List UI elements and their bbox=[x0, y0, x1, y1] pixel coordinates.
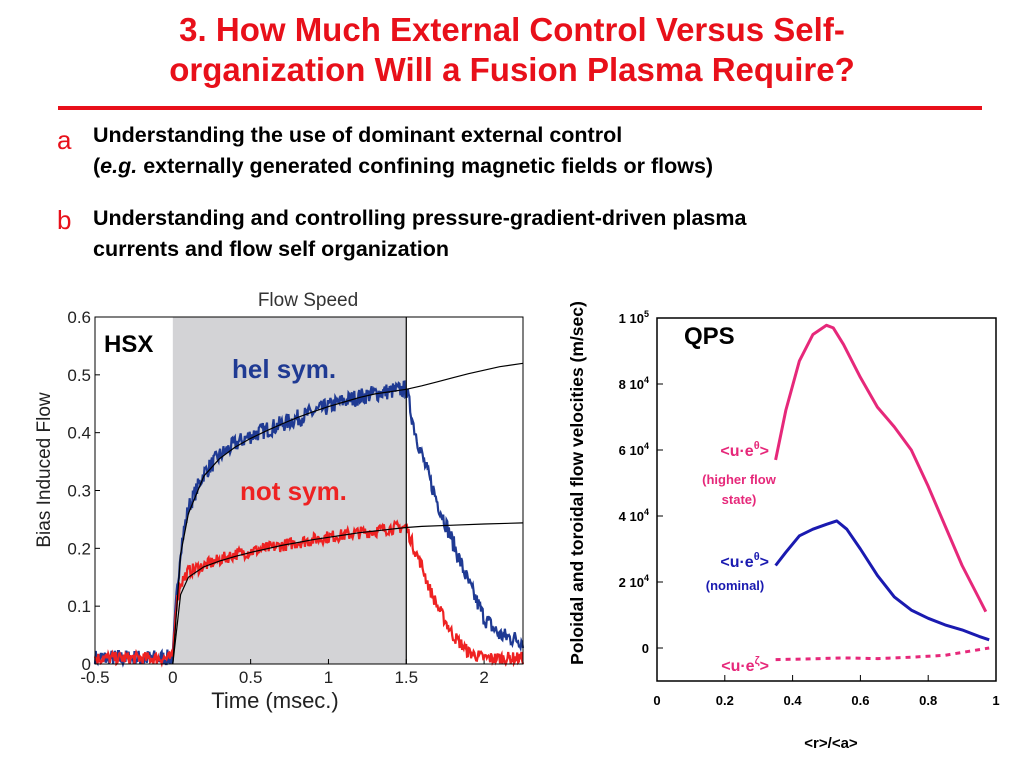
hsx-x-axis-label: Time (msec.) bbox=[211, 688, 339, 713]
bullet-a-eg: e.g. bbox=[100, 154, 138, 178]
hsx-x-tick-label: 2 bbox=[479, 668, 488, 687]
legend-higher-flow-note-1: (higher flow bbox=[702, 472, 777, 487]
legend-nominal-note: (nominal) bbox=[706, 578, 765, 593]
hsx-not-sym-fit bbox=[172, 522, 524, 665]
qps-y-tick-label: 8 104 bbox=[619, 375, 649, 392]
hsx-y-tick-label: 0.6 bbox=[67, 308, 91, 327]
qps-x-axis-label: <r>/<a> bbox=[804, 735, 858, 752]
hsx-device-label: HSX bbox=[104, 331, 153, 358]
hsx-y-tick-label: 0.1 bbox=[67, 597, 91, 616]
hsx-y-tick-label: 0.2 bbox=[67, 539, 91, 558]
title-line-2: organization Will a Fusion Plasma Requir… bbox=[169, 51, 855, 88]
hsx-y-axis-label: Bias Induced Flow bbox=[34, 392, 55, 548]
legend-higher-flow-note-2: state) bbox=[722, 492, 757, 507]
hsx-x-tick-label: 1.5 bbox=[394, 668, 418, 687]
slide-title: 3. How Much External Control Versus Self… bbox=[20, 10, 1004, 90]
bullet-b-line-1: Understanding and controlling pressure-g… bbox=[93, 206, 747, 230]
qps-plot-frame bbox=[656, 317, 997, 682]
bullet-a-rest: externally generated confining magnetic … bbox=[137, 154, 714, 178]
qps-device-label: QPS bbox=[684, 323, 735, 350]
hsx-y-tick-label: 0.4 bbox=[67, 424, 91, 443]
bullet-a-line-2: (e.g. externally generated confining mag… bbox=[93, 151, 713, 182]
hsx-bias-interval bbox=[172, 317, 407, 664]
qps-u-ezeta-curve bbox=[775, 646, 990, 662]
bullet-marker-b: b bbox=[57, 205, 72, 235]
bullet-marker-a: a bbox=[57, 125, 72, 155]
legend-u-etheta-high: <u·eθ> bbox=[720, 440, 769, 460]
hsx-hel-sym-fit bbox=[172, 362, 524, 665]
qps-y-tick-label: 1 105 bbox=[619, 309, 649, 326]
qps-u-etheta-high-curve bbox=[774, 323, 988, 613]
legend-u-etheta-nominal: <u·eθ> bbox=[720, 551, 769, 571]
bullet-a-paren: ( bbox=[93, 154, 101, 178]
hsx-y-tick-label: 0.5 bbox=[67, 366, 91, 385]
qps-x-tick-label: 0.8 bbox=[919, 693, 937, 708]
hsx-not-sym-trace bbox=[93, 519, 525, 668]
qps-y-tick-label: 0 bbox=[642, 641, 649, 656]
qps-x-tick-label: 0 bbox=[653, 693, 660, 708]
bullet-b-text: Understanding and controlling pressure-g… bbox=[93, 203, 746, 265]
hsx-plot-frame bbox=[94, 316, 524, 665]
qps-x-tick-label: 0.4 bbox=[784, 693, 803, 708]
hsx-chart-title: Flow Speed bbox=[258, 290, 358, 311]
legend-u-ezeta: <u·eζ> bbox=[721, 655, 769, 675]
qps-y-axis-label: Poloidal and toroidal flow velocities (m… bbox=[567, 301, 587, 665]
qps-u-etheta-nominal-curve bbox=[774, 519, 990, 642]
hsx-y-tick-label: 0 bbox=[82, 655, 91, 674]
bullet-a-line-1: Understanding the use of dominant extern… bbox=[93, 123, 623, 147]
hsx-x-tick-label: 0 bbox=[168, 668, 177, 687]
qps-x-tick-label: 0.6 bbox=[851, 693, 869, 708]
title-underline bbox=[58, 106, 982, 110]
bullet-a-text: Understanding the use of dominant extern… bbox=[93, 120, 713, 182]
qps-x-tick-label: 1 bbox=[992, 693, 999, 708]
qps-y-tick-label: 2 104 bbox=[619, 573, 649, 590]
hsx-x-tick-label: 1 bbox=[324, 668, 333, 687]
qps-y-tick-label: 6 104 bbox=[619, 441, 649, 458]
hsx-x-tick-label: 0.5 bbox=[239, 668, 263, 687]
qps-x-tick-label: 0.2 bbox=[716, 693, 734, 708]
hsx-flow-chart: Flow Speed -0.5 0 0.5 1 1.5 200.10.20.30.40.5… bbox=[34, 290, 525, 713]
hsx-y-tick-label: 0.3 bbox=[67, 482, 91, 501]
hsx-x-tick-label: -0.5 bbox=[80, 668, 109, 687]
qps-y-tick-label: 4 104 bbox=[619, 507, 649, 524]
not-sym-annotation: not sym. bbox=[240, 476, 347, 506]
hel-sym-annotation: hel sym. bbox=[232, 354, 336, 384]
title-line-1: 3. How Much External Control Versus Self… bbox=[179, 11, 845, 48]
bullet-b-line-2: currents and flow self organization bbox=[93, 237, 449, 261]
qps-flow-chart: 0 0.2 0.4 0.6 0.8 1 0 2 104 4 104 6 104 8 104 1 105… bbox=[567, 301, 1000, 752]
